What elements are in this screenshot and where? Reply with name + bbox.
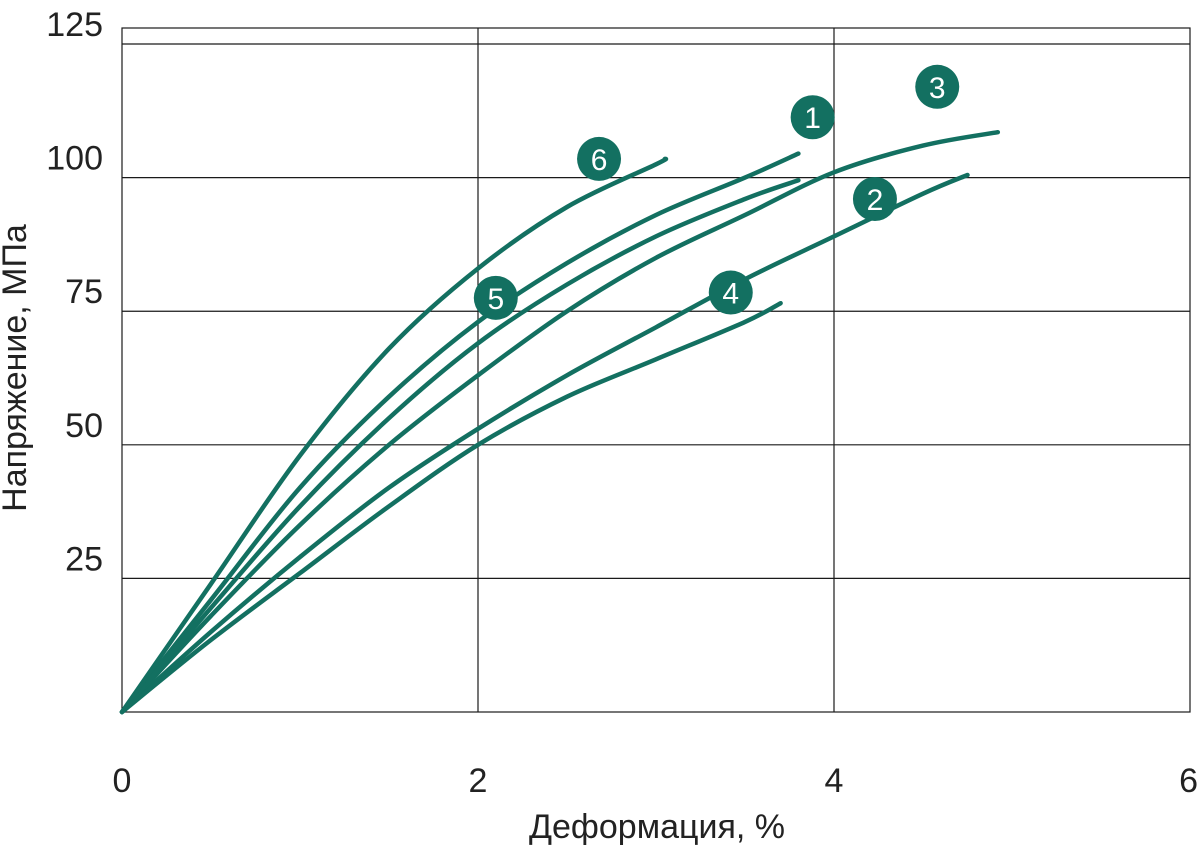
series-marker-label-2: 2	[867, 184, 884, 217]
x-axis-label: Деформация, %	[529, 808, 785, 846]
series-marker-label-1: 1	[804, 102, 821, 135]
series-marker-5	[473, 275, 518, 320]
x-tick-label-4: 4	[825, 762, 844, 800]
series-marker-label-5: 5	[487, 283, 504, 316]
series-marker-4	[708, 270, 753, 315]
series-lines	[119, 129, 1001, 715]
series-marker-6	[577, 136, 622, 181]
y-tick-label-125: 125	[46, 6, 103, 44]
plot-frame	[121, 27, 1191, 713]
series-line-5	[119, 178, 801, 715]
x-tick-label-2: 2	[469, 762, 488, 800]
series-line-2	[119, 172, 970, 715]
y-tick-label-75: 75	[65, 273, 103, 311]
grid	[121, 27, 1191, 713]
series-markers: 1 2 3 4 5 6	[473, 64, 960, 320]
series-line-1	[119, 151, 801, 715]
series-marker-label-4: 4	[722, 278, 739, 311]
series-line-6	[119, 156, 669, 715]
series-marker-label-3: 3	[929, 72, 946, 105]
series-line-3	[119, 129, 1001, 715]
series-marker-2	[852, 177, 897, 221]
y-tick-label-100: 100	[46, 140, 103, 178]
series-marker-1	[790, 95, 835, 140]
series-line-4	[119, 300, 783, 715]
series-marker-label-6: 6	[591, 144, 608, 177]
y-axis-label: Напряжение, МПа	[0, 224, 34, 512]
series-marker-3	[915, 64, 960, 109]
y-tick-label-50: 50	[65, 407, 103, 445]
x-tick-label-0: 0	[113, 762, 132, 800]
y-tick-label-25: 25	[65, 540, 103, 578]
x-tick-label-6: 6	[1179, 762, 1198, 800]
